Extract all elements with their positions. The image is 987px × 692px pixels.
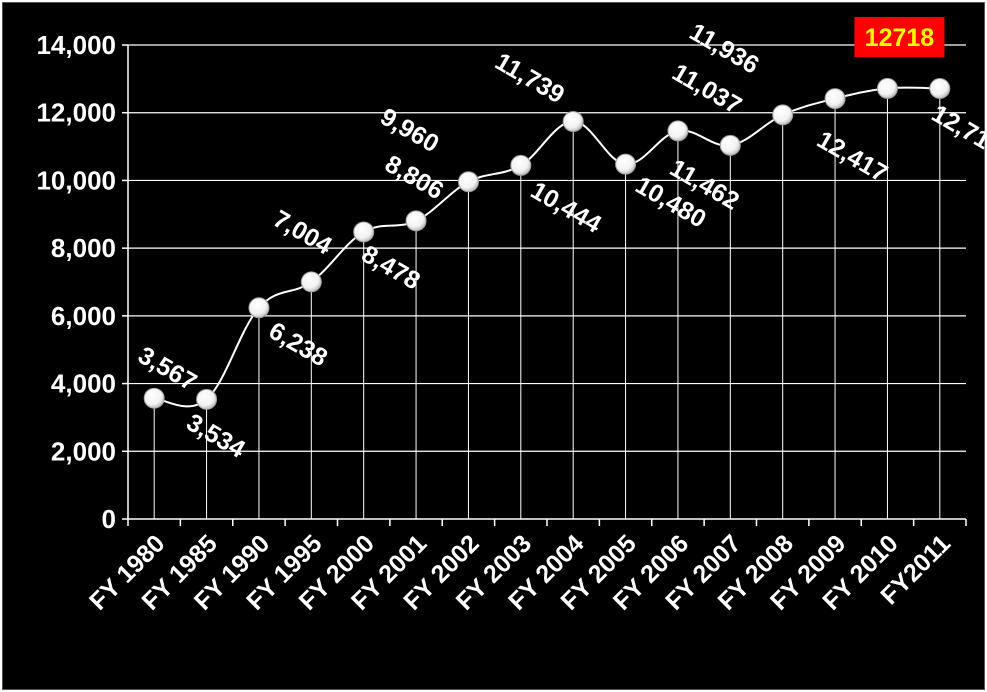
- y-tick-label: 6,000: [51, 301, 116, 331]
- data-point-marker: [719, 134, 741, 156]
- data-point-marker: [457, 171, 479, 193]
- series-line: [154, 86, 940, 408]
- data-point-marker: [667, 120, 689, 142]
- data-point-marker: [929, 78, 951, 100]
- data-point-marker: [248, 297, 270, 319]
- data-label: 6,238: [264, 317, 332, 373]
- data-markers: [143, 77, 951, 410]
- y-tick-label: 8,000: [51, 233, 116, 263]
- series-line-path: [154, 86, 940, 408]
- callout-box: [854, 17, 945, 57]
- axes: [122, 44, 967, 526]
- data-label: 7,004: [268, 205, 336, 261]
- data-label: 8,806: [380, 150, 448, 206]
- drop-lines: [153, 88, 941, 519]
- data-point-marker: [143, 387, 165, 409]
- data-point-marker: [824, 88, 846, 110]
- data-label: 10,444: [526, 176, 606, 239]
- data-point-marker: [300, 271, 322, 293]
- data-label: 12,715: [927, 99, 986, 162]
- data-point-marker: [615, 153, 637, 175]
- data-point-marker: [510, 154, 532, 176]
- data-point-marker: [876, 77, 898, 99]
- y-tick-label: 4,000: [51, 369, 116, 399]
- callout-label: 12718: [865, 24, 935, 52]
- data-label: 12,417: [812, 126, 892, 188]
- data-point-marker: [405, 210, 427, 232]
- grid-lines: [128, 44, 966, 452]
- data-point-marker: [772, 104, 794, 126]
- y-tick-label: 0: [102, 504, 116, 534]
- callout: 12718: [854, 17, 945, 57]
- data-point-marker: [353, 221, 375, 243]
- y-tick-label: 14,000: [36, 30, 116, 60]
- y-tick-label: 2,000: [51, 436, 116, 466]
- data-label: 9,960: [375, 103, 443, 159]
- data-point-marker: [196, 388, 218, 410]
- line-chart: 3,5673,5346,2387,0048,4788,8069,96010,44…: [36, 17, 986, 616]
- data-label: 3,567: [133, 341, 201, 397]
- data-point-marker: [562, 111, 584, 133]
- data-label: 11,739: [490, 47, 569, 109]
- y-tick-label: 12,000: [36, 98, 116, 128]
- data-labels: 3,5673,5346,2387,0048,4788,8069,96010,44…: [133, 18, 986, 464]
- y-axis-tick-labels: 0 2,000 4,000 6,000 8,000 10,000 12,000 14,000: [36, 30, 116, 534]
- y-tick-label: 10,000: [36, 165, 116, 195]
- data-label: 3,534: [182, 408, 250, 464]
